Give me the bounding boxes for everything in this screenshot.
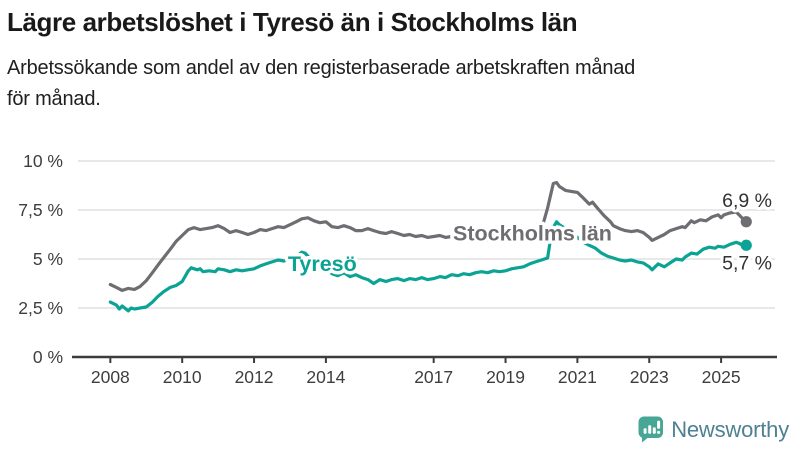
y-tick-label-0: 0 % bbox=[33, 347, 63, 367]
x-tick-label-2017: 2017 bbox=[414, 367, 453, 387]
x-tick-label-2008: 2008 bbox=[91, 367, 130, 387]
newsworthy-logo-icon bbox=[638, 416, 664, 443]
x-tick-label-2025: 2025 bbox=[702, 367, 741, 387]
chart-title: Lägre arbetslöshet i Tyresö än i Stockho… bbox=[7, 7, 578, 37]
series-label-stockholms-lan: Stockholms län bbox=[453, 221, 612, 245]
series-end-value-tyreso: 5,7 % bbox=[722, 252, 772, 274]
x-tick-label-2014: 2014 bbox=[306, 367, 345, 387]
brand-wordmark: Newsworthy bbox=[671, 416, 789, 442]
series-label-tyreso: Tyresö bbox=[288, 252, 357, 276]
series-end-dot-tyreso bbox=[740, 239, 752, 251]
newsworthy-branding: Newsworthy bbox=[638, 416, 789, 443]
y-tick-label-10: 10 % bbox=[23, 151, 63, 171]
y-tick-label-5: 5 % bbox=[33, 249, 63, 269]
series-end-value-stockholms-lan: 6,9 % bbox=[722, 190, 772, 212]
y-tick-label-7.5: 7,5 % bbox=[18, 200, 63, 220]
x-tick-label-2019: 2019 bbox=[486, 367, 525, 387]
chart-header: Lägre arbetslöshet i Tyresö än i Stockho… bbox=[7, 6, 793, 115]
x-tick-label-2010: 2010 bbox=[163, 367, 202, 387]
subtitle-line-2: för månad. bbox=[7, 87, 101, 110]
series-end-dot-stockholms-lan bbox=[740, 216, 752, 228]
subtitle-line-1: Arbetssökande som andel av den registerb… bbox=[7, 56, 636, 79]
series-line-stockholms-lan bbox=[108, 181, 748, 292]
chart-subtitle: Arbetssökande som andel av den registerb… bbox=[7, 53, 793, 115]
series-line-tyreso bbox=[108, 220, 748, 313]
x-tick-label-2012: 2012 bbox=[235, 367, 274, 387]
x-tick-label-2021: 2021 bbox=[558, 367, 597, 387]
y-tick-label-2.5: 2,5 % bbox=[18, 298, 63, 318]
x-tick-label-2023: 2023 bbox=[630, 367, 669, 387]
